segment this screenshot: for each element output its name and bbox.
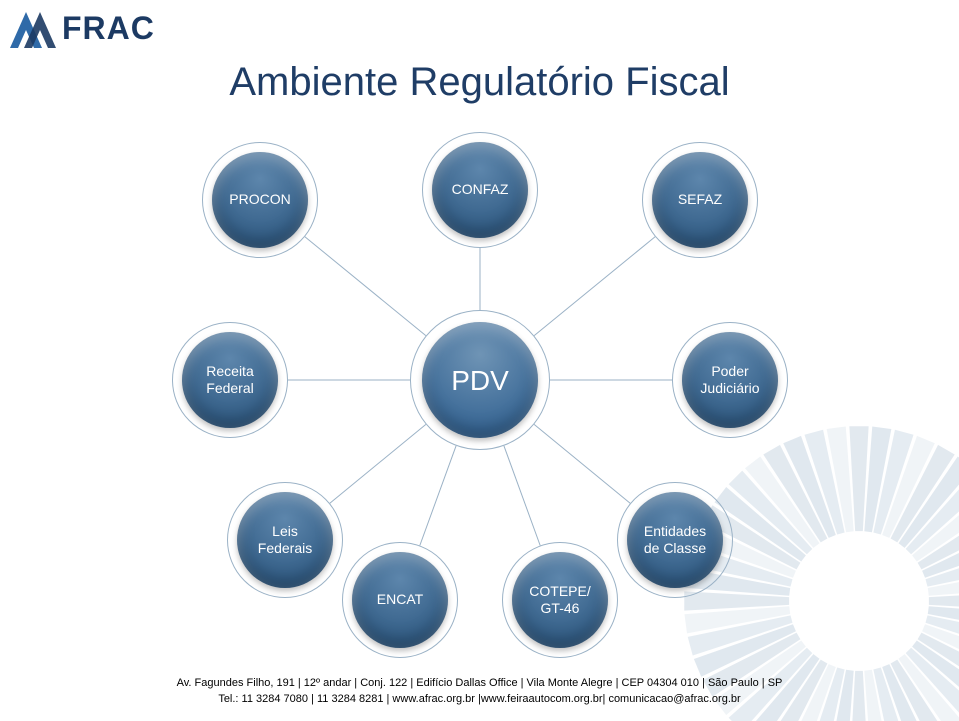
logo-mark-icon (10, 8, 58, 48)
node-label-procon: PROCON (225, 187, 294, 213)
node-entid: Entidadesde Classe (627, 492, 723, 588)
node-procon: PROCON (212, 152, 308, 248)
logo: FRAC (10, 8, 155, 48)
node-receita: ReceitaFederal (182, 332, 278, 428)
node-label-poder: PoderJudiciário (696, 359, 763, 402)
node-label-receita: ReceitaFederal (202, 359, 257, 402)
node-confaz: CONFAZ (432, 142, 528, 238)
node-leis: LeisFederais (237, 492, 333, 588)
node-label-confaz: CONFAZ (448, 177, 513, 203)
node-sefaz: SEFAZ (652, 152, 748, 248)
node-label-entid: Entidadesde Classe (640, 519, 710, 562)
footer-line-2: Tel.: 11 3284 7080 | 11 3284 8281 | www.… (0, 692, 959, 707)
node-label-sefaz: SEFAZ (674, 187, 726, 213)
footer-line-1: Av. Fagundes Filho, 191 | 12º andar | Co… (0, 676, 959, 691)
page-title: Ambiente Regulatório Fiscal (0, 60, 959, 105)
page: FRAC Ambiente Regulatório Fiscal CONFAZ P… (0, 0, 959, 721)
node-label-leis: LeisFederais (254, 519, 316, 562)
node-encat: ENCAT (352, 552, 448, 648)
node-label-encat: ENCAT (373, 587, 427, 613)
node-center: PDV (422, 322, 538, 438)
footer: Av. Fagundes Filho, 191 | 12º andar | Co… (0, 676, 959, 707)
node-label-center: PDV (447, 359, 513, 402)
diagram: CONFAZ PROCON SEFAZ ReceitaFederal PoderJudi… (0, 120, 959, 640)
node-cotepe: COTEPE/GT-46 (512, 552, 608, 648)
node-poder: PoderJudiciário (682, 332, 778, 428)
node-label-cotepe: COTEPE/GT-46 (525, 579, 594, 622)
logo-text: FRAC (62, 10, 155, 47)
